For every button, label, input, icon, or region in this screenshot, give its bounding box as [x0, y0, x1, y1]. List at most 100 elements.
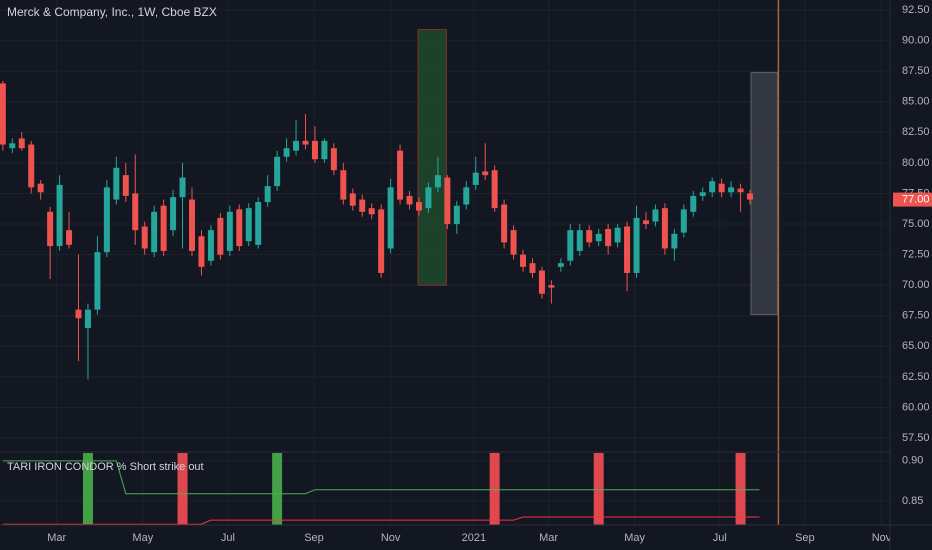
signal-bar: [593, 453, 604, 525]
candle-body: [274, 156, 281, 187]
x-tick-label: May: [132, 532, 153, 544]
candle-body: [605, 228, 612, 247]
zone: [750, 71, 778, 316]
candle-body: [170, 197, 177, 231]
candle-body: [113, 167, 120, 200]
signal-bar: [272, 453, 283, 525]
candle-body: [255, 202, 262, 245]
candle-body: [548, 285, 555, 288]
candle-body: [520, 254, 527, 267]
candle-body: [378, 209, 385, 273]
indicator-line: [2, 516, 760, 525]
y-tick-label: 65.00: [902, 340, 930, 352]
signal-bar: [489, 453, 500, 525]
candle-body: [652, 209, 659, 222]
candle-body: [434, 175, 441, 188]
y-tick-label: 67.50: [902, 310, 930, 322]
x-tick-label: Sep: [304, 532, 324, 544]
y-tick-label: 85.00: [902, 96, 930, 108]
candle-body: [709, 181, 716, 193]
candle-body: [444, 177, 451, 225]
x-tick-label: Nov: [381, 532, 401, 544]
candle-body: [624, 226, 631, 273]
candle-body: [737, 188, 744, 193]
candle-body: [349, 193, 356, 206]
y-tick-label: 80.00: [902, 157, 930, 169]
candle-body: [56, 184, 63, 247]
candle-body: [406, 195, 413, 205]
zone: [417, 29, 447, 286]
candle-body: [84, 309, 91, 328]
x-tick-label: Jul: [713, 532, 727, 544]
candle-body: [728, 187, 735, 193]
candle-body: [94, 252, 101, 310]
candle-body: [302, 140, 309, 145]
candle-body: [614, 227, 621, 243]
candle-body: [37, 183, 44, 193]
candle-body: [671, 233, 678, 249]
candle-body: [207, 230, 214, 261]
candle-body: [567, 230, 574, 261]
price-label: 77.00: [902, 193, 930, 205]
price-label-box: [893, 192, 932, 207]
candle-body: [633, 217, 640, 273]
candle-body: [368, 208, 375, 215]
y-tick-label: 82.50: [902, 126, 930, 138]
candle-body: [66, 230, 73, 245]
price-axis: [890, 0, 932, 550]
candle-body: [226, 211, 233, 251]
signal-bar: [177, 453, 188, 525]
signal-bar: [735, 453, 746, 525]
candle-body: [179, 177, 186, 198]
candle-body: [311, 140, 318, 160]
candle-body: [747, 193, 754, 200]
candle-body: [718, 183, 725, 193]
chart-title: Merck & Company, Inc., 1W, Cboe BZX: [7, 5, 217, 19]
candle-body: [28, 144, 35, 188]
candle-body: [415, 202, 422, 211]
indicator-line: [2, 460, 760, 495]
y-tick-label: 60.00: [902, 401, 930, 413]
candle-body: [198, 236, 205, 267]
x-tick-label: May: [624, 532, 645, 544]
y-tick-label: 90.00: [902, 35, 930, 47]
candle-body: [122, 175, 129, 196]
candle-body: [359, 199, 366, 212]
candle-body: [680, 209, 687, 233]
candle-body: [18, 138, 25, 149]
candle-body: [510, 230, 517, 255]
candle-body: [321, 140, 328, 160]
y2-tick-label: 0.90: [902, 455, 923, 467]
y-tick-label: 72.50: [902, 249, 930, 261]
candle-body: [576, 230, 583, 251]
candle-body: [595, 233, 602, 242]
candle-body: [472, 172, 479, 185]
y-tick-label: 92.50: [902, 4, 930, 16]
candle-body: [491, 170, 498, 209]
candle-body: [236, 209, 243, 247]
candle-body: [453, 205, 460, 225]
candle-body: [264, 186, 271, 203]
candle-body: [501, 204, 508, 243]
candle-body: [397, 150, 404, 200]
y-tick-label: 62.50: [902, 371, 930, 383]
candle-body: [141, 226, 148, 249]
candle-body: [699, 192, 706, 196]
y-tick-label: 87.50: [902, 65, 930, 77]
candle-body: [9, 143, 16, 149]
candle-body: [425, 187, 432, 209]
x-tick-label: Mar: [47, 532, 66, 544]
signal-bar: [82, 453, 93, 525]
candle-body: [245, 208, 252, 242]
candle-body: [283, 148, 290, 157]
y2-tick-label: 0.85: [902, 495, 923, 507]
y-tick-label: 70.00: [902, 279, 930, 291]
candle-body: [217, 217, 224, 255]
candle-body: [160, 205, 167, 251]
x-tick-label: Jul: [221, 532, 235, 544]
indicator-title: TARI IRON CONDOR % Short strike out: [7, 461, 204, 473]
candle-body: [387, 187, 394, 249]
y-tick-label: 75.00: [902, 218, 930, 230]
x-tick-label: 2021: [462, 532, 486, 544]
